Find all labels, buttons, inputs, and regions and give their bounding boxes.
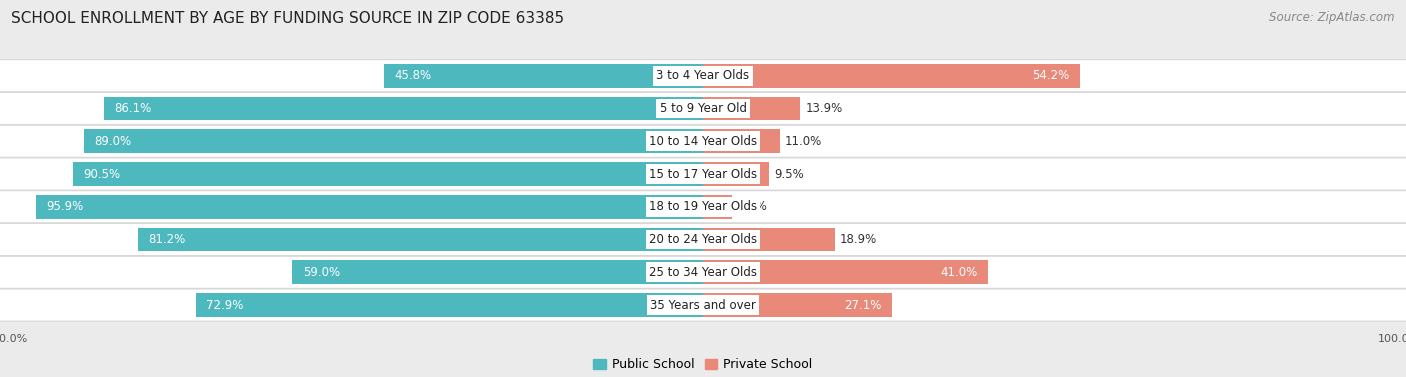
Text: Source: ZipAtlas.com: Source: ZipAtlas.com — [1270, 11, 1395, 24]
Text: 81.2%: 81.2% — [148, 233, 186, 246]
Bar — [703, 129, 779, 153]
Text: 41.0%: 41.0% — [941, 266, 979, 279]
Bar — [195, 293, 703, 317]
FancyBboxPatch shape — [0, 289, 1406, 321]
Text: 4.1%: 4.1% — [737, 200, 768, 213]
Text: 20 to 24 Year Olds: 20 to 24 Year Olds — [650, 233, 756, 246]
Text: SCHOOL ENROLLMENT BY AGE BY FUNDING SOURCE IN ZIP CODE 63385: SCHOOL ENROLLMENT BY AGE BY FUNDING SOUR… — [11, 11, 564, 26]
Text: 9.5%: 9.5% — [775, 167, 804, 181]
Text: 18.9%: 18.9% — [841, 233, 877, 246]
FancyBboxPatch shape — [0, 60, 1406, 92]
FancyBboxPatch shape — [0, 125, 1406, 157]
Text: 10 to 14 Year Olds: 10 to 14 Year Olds — [650, 135, 756, 148]
Text: 25 to 34 Year Olds: 25 to 34 Year Olds — [650, 266, 756, 279]
FancyBboxPatch shape — [0, 191, 1406, 223]
Bar — [35, 195, 703, 219]
Text: 45.8%: 45.8% — [395, 69, 432, 82]
Bar — [703, 162, 769, 186]
Text: 86.1%: 86.1% — [114, 102, 152, 115]
Bar — [703, 195, 731, 219]
Bar — [703, 261, 988, 284]
Text: 11.0%: 11.0% — [785, 135, 823, 148]
Text: 90.5%: 90.5% — [83, 167, 121, 181]
Text: 89.0%: 89.0% — [94, 135, 131, 148]
Bar — [83, 129, 703, 153]
FancyBboxPatch shape — [0, 256, 1406, 288]
FancyBboxPatch shape — [0, 224, 1406, 256]
Bar — [104, 97, 703, 120]
Text: 27.1%: 27.1% — [844, 299, 882, 311]
Bar — [703, 64, 1080, 87]
Legend: Public School, Private School: Public School, Private School — [593, 358, 813, 371]
Text: 18 to 19 Year Olds: 18 to 19 Year Olds — [650, 200, 756, 213]
FancyBboxPatch shape — [0, 92, 1406, 124]
Bar — [703, 97, 800, 120]
Text: 3 to 4 Year Olds: 3 to 4 Year Olds — [657, 69, 749, 82]
Bar — [73, 162, 703, 186]
Text: 59.0%: 59.0% — [302, 266, 340, 279]
Bar — [703, 293, 891, 317]
Text: 5 to 9 Year Old: 5 to 9 Year Old — [659, 102, 747, 115]
Text: 35 Years and over: 35 Years and over — [650, 299, 756, 311]
Bar — [384, 64, 703, 87]
Bar — [703, 228, 835, 251]
Text: 13.9%: 13.9% — [806, 102, 842, 115]
Text: 54.2%: 54.2% — [1032, 69, 1070, 82]
Bar — [292, 261, 703, 284]
Text: 95.9%: 95.9% — [46, 200, 83, 213]
Text: 72.9%: 72.9% — [207, 299, 243, 311]
Bar — [138, 228, 703, 251]
Text: 15 to 17 Year Olds: 15 to 17 Year Olds — [650, 167, 756, 181]
FancyBboxPatch shape — [0, 158, 1406, 190]
